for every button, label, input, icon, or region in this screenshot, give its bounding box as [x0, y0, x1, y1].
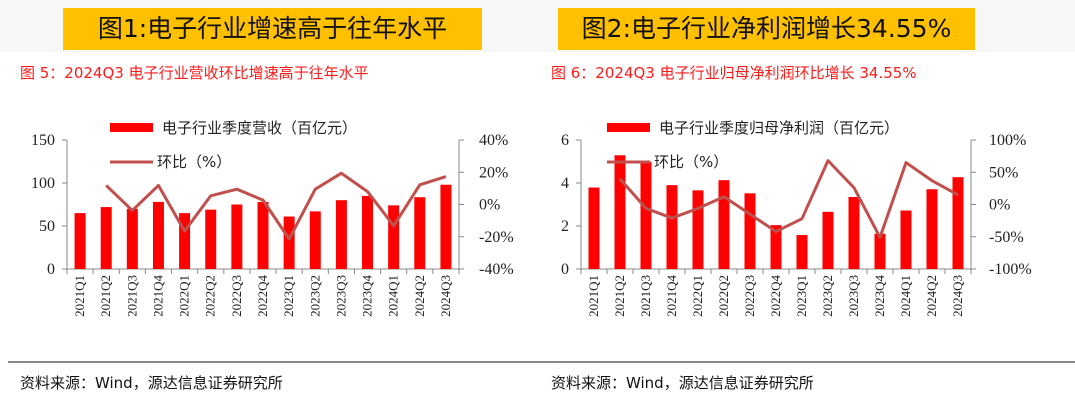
- legend-bar-label: 电子行业季度营收（百亿元）: [162, 119, 357, 137]
- bar-2023Q4: [362, 195, 374, 269]
- qoq-line: [618, 159, 959, 239]
- bar-2021Q3: [640, 161, 652, 269]
- bar-2023Q2: [822, 211, 834, 269]
- category-label: 2021Q3: [638, 275, 653, 317]
- category-label: 2021Q3: [124, 275, 139, 317]
- category-label: 2023Q4: [872, 275, 887, 317]
- category-label: 2022Q2: [716, 275, 731, 317]
- bar-2022Q1: [179, 213, 191, 269]
- category-label: 2021Q4: [150, 275, 165, 317]
- bar-2021Q1: [588, 187, 600, 269]
- bar-2021Q4: [666, 185, 678, 269]
- left-tick-label: 100: [31, 175, 55, 192]
- category-label: 2022Q1: [690, 275, 705, 317]
- banner-title-2: 图2:电子行业净利润增长34.55%: [558, 8, 975, 50]
- left-tick-label: 4: [561, 175, 569, 192]
- left-tick-label: 2: [561, 218, 569, 235]
- category-label: 2024Q3: [950, 275, 965, 317]
- bar-2022Q3: [231, 204, 243, 269]
- right-tick-label: -50%: [989, 229, 1024, 246]
- category-label: 2021Q2: [612, 275, 627, 317]
- chart-title-1: 图 5：2024Q3 电子行业营收环比增速高于往年水平: [20, 64, 369, 82]
- bar-2021Q2: [100, 207, 112, 269]
- bar-2024Q3: [440, 184, 452, 269]
- category-label: 2022Q3: [229, 275, 244, 317]
- bar-2021Q4: [152, 201, 164, 269]
- right-tick-label: -40%: [479, 261, 514, 278]
- category-label: 2021Q2: [98, 275, 113, 317]
- category-label: 2022Q2: [203, 275, 218, 317]
- category-label: 2023Q3: [333, 275, 348, 317]
- category-label: 2021Q4: [664, 275, 679, 317]
- bar-2023Q1: [796, 235, 808, 269]
- category-label: 2024Q2: [412, 275, 427, 317]
- legend-line-label: 环比（%）: [654, 153, 728, 171]
- category-label: 2023Q1: [794, 275, 809, 317]
- category-label: 2021Q1: [72, 275, 87, 317]
- right-tick-label: 0%: [479, 197, 500, 214]
- banner-title-1: 图1:电子行业增速高于往年水平: [63, 8, 482, 50]
- bar-2022Q1: [692, 190, 704, 269]
- category-label: 2022Q3: [742, 275, 757, 317]
- legend-bar-swatch: [110, 123, 153, 132]
- right-tick-label: 40%: [479, 132, 508, 149]
- bar-2024Q1: [388, 205, 400, 269]
- category-label: 2023Q2: [820, 275, 835, 317]
- right-tick-label: 0%: [989, 197, 1010, 214]
- bar-2022Q2: [205, 209, 217, 269]
- chart-title-2: 图 6：2024Q3 电子行业归母净利润环比增长 34.55%: [551, 64, 917, 82]
- bar-2023Q3: [335, 200, 347, 269]
- bar-2022Q4: [257, 201, 269, 269]
- bar-2021Q2: [614, 155, 626, 269]
- bar-2023Q3: [848, 196, 860, 269]
- bar-2024Q1: [900, 210, 912, 269]
- right-tick-label: 100%: [989, 132, 1026, 149]
- legend-line-label: 环比（%）: [157, 153, 231, 171]
- bar-2021Q1: [74, 213, 86, 269]
- left-tick-label: 0: [47, 261, 55, 278]
- category-label: 2022Q4: [255, 275, 270, 317]
- left-tick-label: 6: [561, 132, 569, 149]
- category-label: 2022Q4: [768, 275, 783, 317]
- right-tick-label: -20%: [479, 229, 514, 246]
- legend-bar-swatch: [607, 123, 650, 132]
- category-label: 2024Q1: [898, 275, 913, 317]
- right-tick-label: -100%: [989, 261, 1032, 278]
- bar-2022Q4: [770, 225, 782, 269]
- bar-2021Q3: [126, 208, 138, 269]
- bar-2023Q1: [283, 216, 295, 269]
- category-label: 2024Q1: [386, 275, 401, 317]
- category-label: 2023Q1: [281, 275, 296, 317]
- category-label: 2024Q3: [438, 275, 453, 317]
- source-note-1: 资料来源：Wind，源达信息证券研究所: [20, 374, 283, 392]
- right-tick-label: 50%: [989, 164, 1018, 181]
- left-tick-label: 0: [561, 261, 569, 278]
- category-label: 2023Q4: [360, 275, 375, 317]
- bar-2022Q3: [744, 193, 756, 269]
- source-note-2: 资料来源：Wind，源达信息证券研究所: [551, 374, 814, 392]
- left-tick-label: 150: [31, 132, 55, 149]
- category-label: 2022Q1: [177, 275, 192, 317]
- bar-2023Q4: [874, 233, 886, 269]
- bar-2024Q3: [952, 177, 964, 269]
- bar-2023Q2: [309, 211, 321, 269]
- legend-bar-label: 电子行业季度归母净利润（百亿元）: [659, 119, 899, 137]
- bar-2024Q2: [926, 189, 938, 269]
- right-tick-label: 20%: [479, 164, 508, 181]
- category-label: 2023Q3: [846, 275, 861, 317]
- bar-2022Q2: [718, 180, 730, 269]
- bar-2024Q2: [414, 197, 426, 269]
- left-tick-label: 50: [39, 218, 55, 235]
- divider: [8, 361, 1075, 363]
- category-label: 2021Q1: [586, 275, 601, 317]
- category-label: 2024Q2: [924, 275, 939, 317]
- qoq-line: [105, 171, 447, 241]
- category-label: 2023Q2: [307, 275, 322, 317]
